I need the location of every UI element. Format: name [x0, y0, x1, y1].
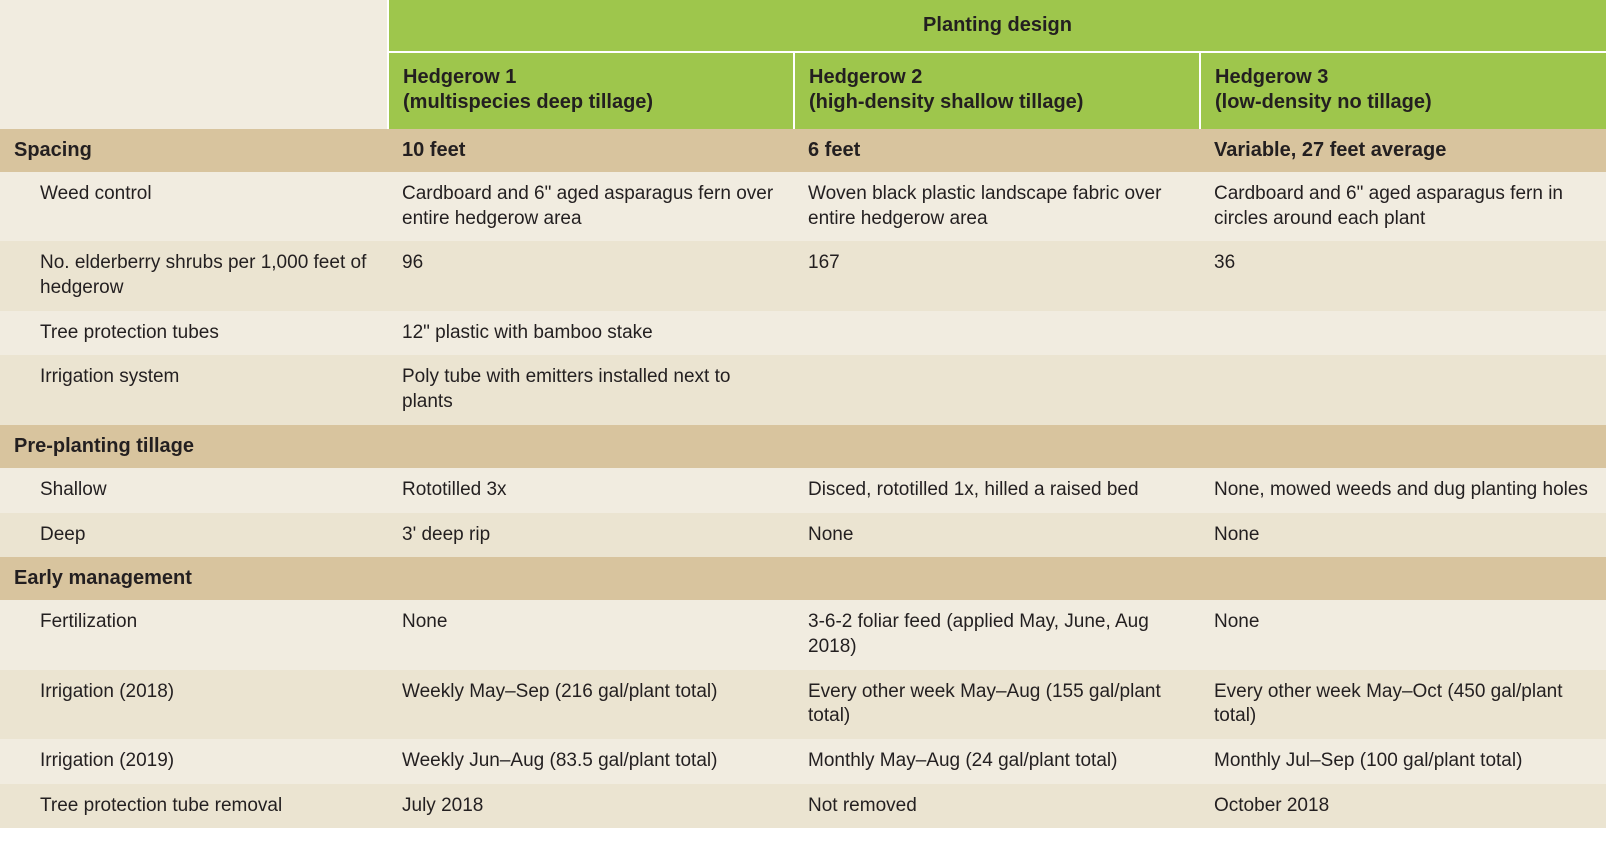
header-super: Planting design — [388, 0, 1606, 52]
row-value-h1: 12" plastic with bamboo stake — [388, 311, 794, 356]
table-body: Spacing 10 feet 6 feet Variable, 27 feet… — [0, 129, 1606, 828]
row-value-h2: Not removed — [794, 784, 1200, 829]
section-value-h3 — [1200, 425, 1606, 468]
section-value-h1 — [388, 557, 794, 600]
header-col-title: Hedgerow 3 — [1215, 66, 1328, 88]
row-label: Shallow — [0, 468, 388, 513]
row-value-h2 — [794, 355, 1200, 424]
row-label: Irrigation system — [0, 355, 388, 424]
section-value-h2 — [794, 557, 1200, 600]
row-value-h1: 3' deep rip — [388, 513, 794, 558]
table-row: Fertilization None 3-6-2 foliar feed (ap… — [0, 600, 1606, 669]
row-value-h1: 96 — [388, 241, 794, 310]
row-value-h1: Weekly May–Sep (216 gal/plant total) — [388, 670, 794, 739]
row-label: Irrigation (2019) — [0, 739, 388, 784]
row-value-h3 — [1200, 311, 1606, 356]
table-row: Tree protection tube removal July 2018 N… — [0, 784, 1606, 829]
table-row: Weed control Cardboard and 6" aged aspar… — [0, 172, 1606, 241]
row-value-h2: Monthly May–Aug (24 gal/plant total) — [794, 739, 1200, 784]
table-row: Irrigation (2018) Weekly May–Sep (216 ga… — [0, 670, 1606, 739]
row-value-h3: Monthly Jul–Sep (100 gal/plant total) — [1200, 739, 1606, 784]
header-col-title: Hedgerow 1 — [403, 66, 516, 88]
section-value-h2 — [794, 425, 1200, 468]
section-value-h3: Variable, 27 feet average — [1200, 129, 1606, 172]
header-col-sub: (high-density shallow tillage) — [809, 90, 1185, 115]
row-value-h2 — [794, 311, 1200, 356]
section-title: Spacing — [0, 129, 388, 172]
header-col-hedgerow-1: Hedgerow 1 (multispecies deep tillage) — [388, 52, 794, 129]
row-label: Deep — [0, 513, 388, 558]
section-row-early-management: Early management — [0, 557, 1606, 600]
row-value-h2: 167 — [794, 241, 1200, 310]
section-value-h2: 6 feet — [794, 129, 1200, 172]
row-label: Tree protection tube removal — [0, 784, 388, 829]
row-value-h3: 36 — [1200, 241, 1606, 310]
header-row-super: Planting design — [0, 0, 1606, 52]
row-value-h1: None — [388, 600, 794, 669]
row-value-h3: None, mowed weeds and dug planting holes — [1200, 468, 1606, 513]
row-value-h3: None — [1200, 600, 1606, 669]
header-col-hedgerow-2: Hedgerow 2 (high-density shallow tillage… — [794, 52, 1200, 129]
section-value-h1 — [388, 425, 794, 468]
section-title: Early management — [0, 557, 388, 600]
header-col-hedgerow-3: Hedgerow 3 (low-density no tillage) — [1200, 52, 1606, 129]
row-value-h2: None — [794, 513, 1200, 558]
table-row: Irrigation system Poly tube with emitter… — [0, 355, 1606, 424]
row-label: Weed control — [0, 172, 388, 241]
header-col-title: Hedgerow 2 — [809, 66, 922, 88]
row-value-h3: None — [1200, 513, 1606, 558]
table-row: Deep 3' deep rip None None — [0, 513, 1606, 558]
section-title: Pre-planting tillage — [0, 425, 388, 468]
row-value-h1: Poly tube with emitters installed next t… — [388, 355, 794, 424]
header-corner-blank — [0, 0, 388, 129]
table-row: Irrigation (2019) Weekly Jun–Aug (83.5 g… — [0, 739, 1606, 784]
row-value-h2: 3-6-2 foliar feed (applied May, June, Au… — [794, 600, 1200, 669]
section-value-h1: 10 feet — [388, 129, 794, 172]
row-label: Irrigation (2018) — [0, 670, 388, 739]
table-row: No. elderberry shrubs per 1,000 feet of … — [0, 241, 1606, 310]
header-col-sub: (multispecies deep tillage) — [403, 90, 779, 115]
row-value-h3: Every other week May–Oct (450 gal/plant … — [1200, 670, 1606, 739]
row-value-h2: Woven black plastic landscape fabric ove… — [794, 172, 1200, 241]
row-value-h1: Weekly Jun–Aug (83.5 gal/plant total) — [388, 739, 794, 784]
planting-design-table: Planting design Hedgerow 1 (multispecies… — [0, 0, 1606, 828]
section-row-pre-planting-tillage: Pre-planting tillage — [0, 425, 1606, 468]
row-value-h1: Cardboard and 6" aged asparagus fern ove… — [388, 172, 794, 241]
row-value-h3: Cardboard and 6" aged asparagus fern in … — [1200, 172, 1606, 241]
row-label: Tree protection tubes — [0, 311, 388, 356]
row-label: No. elderberry shrubs per 1,000 feet of … — [0, 241, 388, 310]
row-value-h1: Rototilled 3x — [388, 468, 794, 513]
row-value-h3: October 2018 — [1200, 784, 1606, 829]
row-value-h3 — [1200, 355, 1606, 424]
row-value-h1: July 2018 — [388, 784, 794, 829]
table-row: Shallow Rototilled 3x Disced, rototilled… — [0, 468, 1606, 513]
section-value-h3 — [1200, 557, 1606, 600]
table-row: Tree protection tubes 12" plastic with b… — [0, 311, 1606, 356]
header-col-sub: (low-density no tillage) — [1215, 90, 1592, 115]
row-value-h2: Every other week May–Aug (155 gal/plant … — [794, 670, 1200, 739]
row-label: Fertilization — [0, 600, 388, 669]
section-row-spacing: Spacing 10 feet 6 feet Variable, 27 feet… — [0, 129, 1606, 172]
row-value-h2: Disced, rototilled 1x, hilled a raised b… — [794, 468, 1200, 513]
